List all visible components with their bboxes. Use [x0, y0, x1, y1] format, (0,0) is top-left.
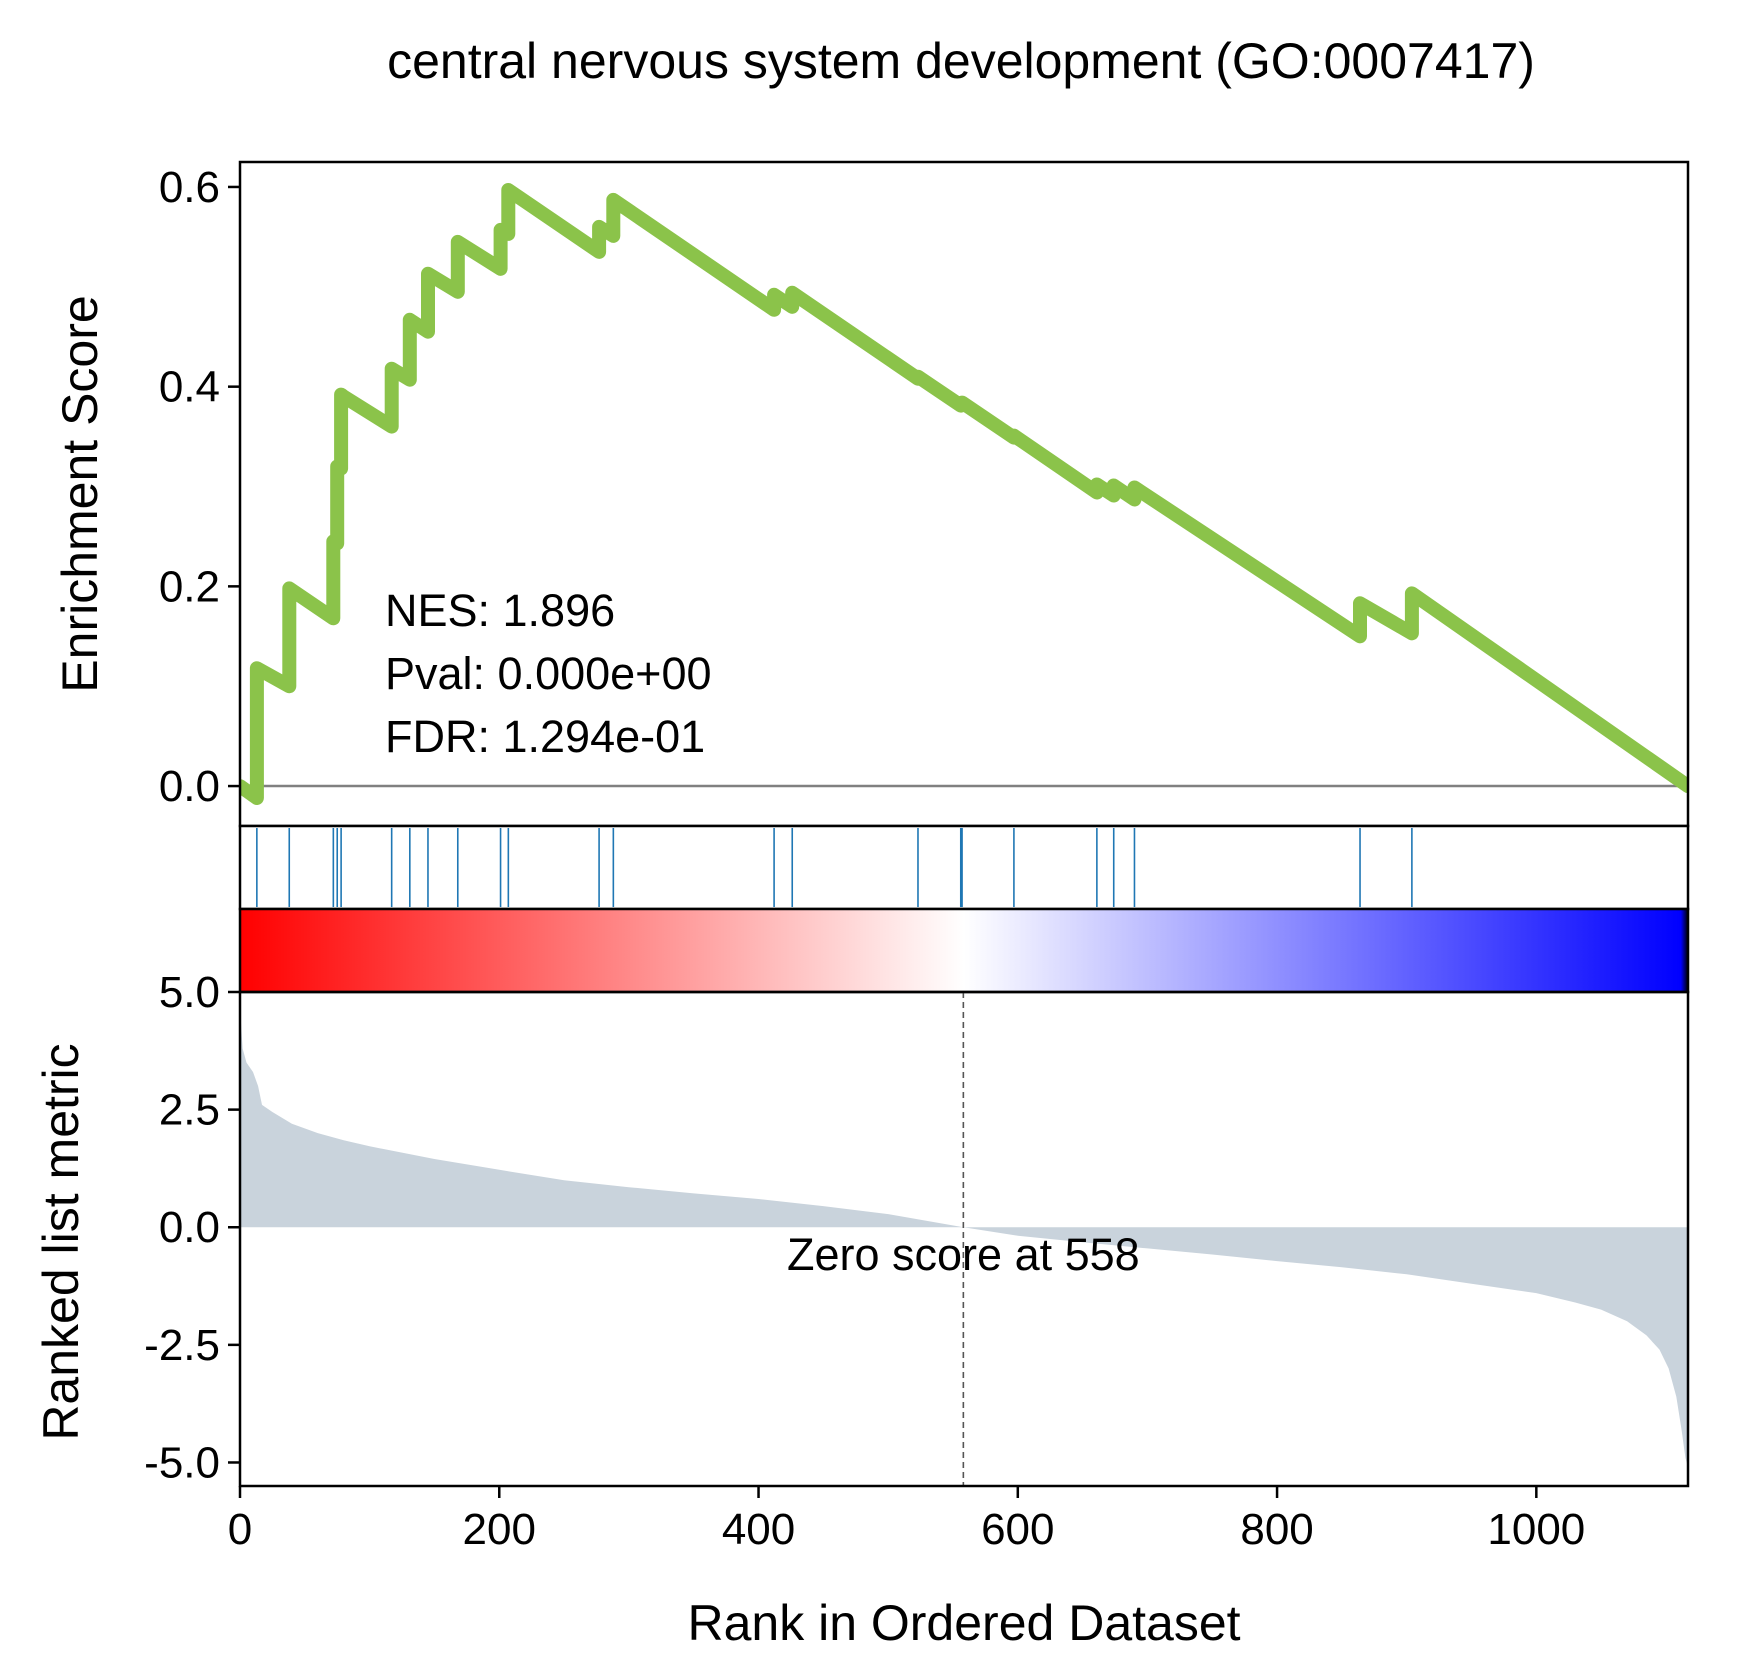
x-axis-label: Rank in Ordered Dataset — [687, 1595, 1240, 1651]
bottom-y-tick-label: -2.5 — [144, 1321, 220, 1370]
enrichment-score-line — [240, 183, 1688, 805]
zero-score-label: Zero score at 558 — [787, 1229, 1140, 1280]
x-tick-label: 0 — [228, 1505, 252, 1554]
bottom-plot-frame — [238, 990, 1690, 1488]
x-ticks: 0 200 400 600 800 1000 — [228, 1486, 1585, 1554]
pval-label: Pval: 0.000e+00 — [385, 648, 712, 699]
top-y-tick-label: 0.2 — [159, 562, 220, 611]
top-y-tick-label: 0.6 — [159, 163, 220, 212]
top-y-tick-label: 0.4 — [159, 363, 220, 412]
nes-label: NES: 1.896 — [385, 585, 615, 636]
bottom-y-tick-label: 5.0 — [159, 968, 220, 1017]
top-plot-background — [240, 162, 1688, 826]
rank-colorbar — [238, 907, 1690, 994]
top-y-tick-label: 0.0 — [159, 762, 220, 811]
gene-hits-panel — [238, 824, 1690, 911]
chart-title: central nervous system development (GO:0… — [387, 33, 1535, 89]
fdr-label: FDR: 1.294e-01 — [385, 711, 705, 762]
x-tick-label: 400 — [722, 1505, 795, 1554]
x-tick-label: 600 — [981, 1505, 1054, 1554]
bottom-y-tick-label: -5.0 — [144, 1438, 220, 1487]
ranked-metric-panel: Zero score at 558 5.0 2.5 0.0 -2.5 -5.0 0 200… — [33, 968, 1690, 1651]
x-tick-label: 200 — [463, 1505, 536, 1554]
x-tick-label: 800 — [1240, 1505, 1313, 1554]
bottom-y-tick-label: 0.0 — [159, 1203, 220, 1252]
top-y-axis-label: Enrichment Score — [52, 295, 108, 692]
x-tick-label: 1000 — [1487, 1505, 1585, 1554]
ranked-metric-area — [240, 1006, 1688, 1468]
bottom-y-axis-label: Ranked list metric — [33, 1043, 89, 1440]
bottom-y-ticks: 5.0 2.5 0.0 -2.5 -5.0 — [144, 968, 240, 1487]
top-y-ticks: 0.0 0.2 0.4 0.6 — [159, 163, 240, 811]
enrichment-score-panel: NES: 1.896 Pval: 0.000e+00 FDR: 1.294e-0… — [52, 160, 1690, 828]
hits-frame — [238, 824, 1690, 911]
bottom-y-tick-label: 2.5 — [159, 1086, 220, 1135]
rank-colorbar-gradient — [238, 907, 1690, 994]
